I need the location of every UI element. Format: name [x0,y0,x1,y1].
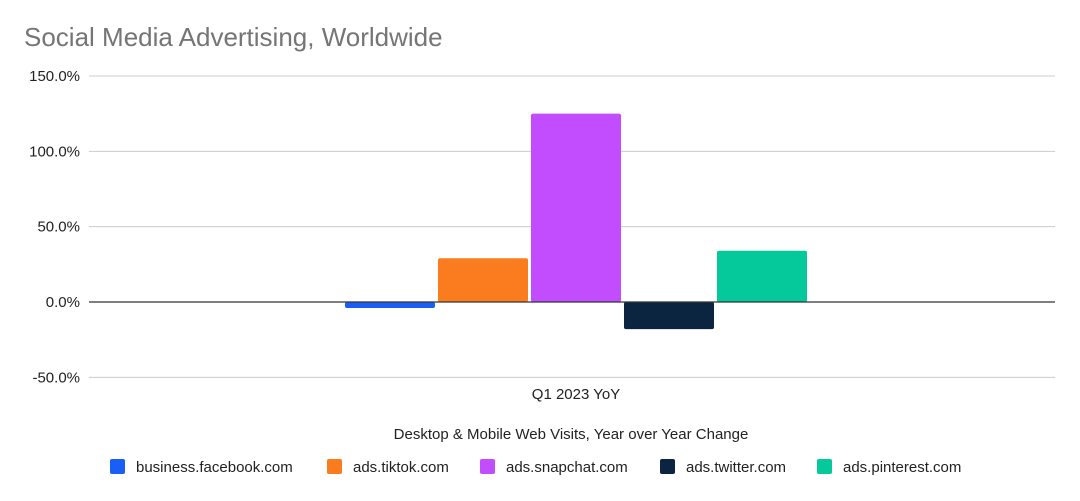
y-tick-label: -50.0% [32,369,80,386]
legend-label: ads.tiktok.com [353,459,449,476]
y-tick-label: 150.0% [29,68,80,85]
bar-ads-snapchat-com [531,113,621,303]
legend-item: business.facebook.com [110,459,293,476]
legend-item: ads.snapchat.com [480,459,628,476]
bar-ads-twitter-com [624,302,714,330]
legend-swatch [110,459,125,474]
x-axis-title: Desktop & Mobile Web Visits, Year over Y… [394,426,749,443]
legend-swatch [660,459,675,474]
x-axis-ticks: Q1 2023 YoY [532,386,620,403]
y-tick-label: 100.0% [29,143,80,160]
chart-title: Social Media Advertising, Worldwide [24,22,443,52]
y-tick-label: 50.0% [37,219,80,236]
legend-label: ads.pinterest.com [843,459,961,476]
legend-label: ads.snapchat.com [506,459,628,476]
legend-item: ads.twitter.com [660,459,786,476]
y-tick-label: 0.0% [46,294,80,311]
bar-ads-pinterest-com [717,250,807,302]
legend: business.facebook.com ads.tiktok.com ads.s… [110,459,961,476]
legend-swatch [817,459,832,474]
legend-swatch [480,459,495,474]
legend-label: business.facebook.com [136,459,293,476]
bars [345,113,807,330]
x-tick-label: Q1 2023 YoY [532,386,620,403]
legend-label: ads.twitter.com [686,459,786,476]
legend-item: ads.pinterest.com [817,459,961,476]
legend-item: ads.tiktok.com [327,459,449,476]
legend-swatch [327,459,342,474]
y-axis-ticks: 150.0% 100.0% 50.0% 0.0% -50.0% [29,68,80,386]
bar-ads-tiktok-com [438,258,528,302]
bar-business-facebook-com [345,302,435,309]
